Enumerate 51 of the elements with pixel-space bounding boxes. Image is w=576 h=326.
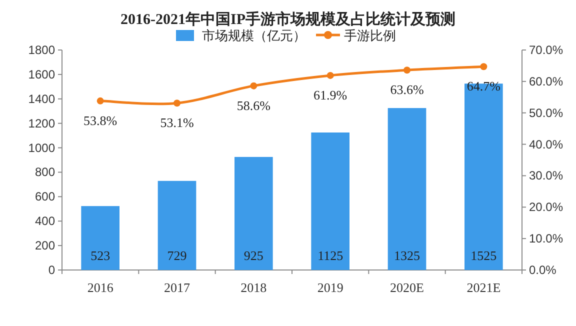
x-tick-label: 2018	[240, 280, 267, 295]
y2-tick-label: 70.0%	[529, 43, 564, 57]
data-label: 53.1%	[160, 115, 194, 130]
x-tick-label: 2021E	[466, 280, 501, 295]
data-label: 53.8%	[84, 112, 118, 128]
x-tick-label: 2017	[164, 280, 190, 295]
y2-tick-label: 50.0%	[529, 106, 564, 120]
y-tick-label: 800	[34, 165, 56, 180]
data-label: 58.6%	[236, 98, 271, 113]
x-tick-label: 2019	[317, 280, 344, 295]
y-tick-label: 200	[34, 238, 56, 253]
x-tick-label: 2020E	[390, 280, 424, 295]
y-tick-label: 1600	[28, 67, 56, 82]
y-tick-label: 1800	[28, 43, 56, 57]
y2-tick-label: 0.0%	[529, 263, 557, 277]
data-label: 1325	[394, 248, 420, 263]
y-tick-label: 1200	[28, 116, 56, 130]
bar	[158, 180, 196, 270]
y2-tick-label: 10.0%	[529, 232, 564, 246]
y-tick-label: 400	[34, 214, 56, 228]
point	[404, 66, 410, 74]
bar	[81, 206, 120, 270]
y-tick-label: 1400	[28, 92, 56, 106]
y2-tick-label: 20.0%	[529, 200, 564, 214]
data-label: 63.6%	[390, 82, 424, 98]
legend-label: 市场规模（亿元）	[202, 28, 306, 43]
point	[250, 82, 258, 90]
y2-tick-label: 30.0%	[529, 168, 564, 183]
y2-tick-label: 60.0%	[529, 74, 564, 88]
y-tick-label: 0	[48, 263, 56, 277]
data-label: 1125	[318, 248, 344, 263]
y-tick-label: 1000	[28, 140, 56, 155]
y-tick-label: 600	[34, 190, 56, 204]
data-label: 1525	[470, 248, 497, 263]
bar	[311, 132, 350, 270]
point	[326, 72, 334, 79]
bar	[464, 84, 503, 270]
point	[96, 97, 104, 104]
legend-label: 手游比例	[344, 28, 396, 43]
bar	[234, 156, 273, 270]
data-label: 925	[244, 248, 264, 263]
data-label: 729	[167, 248, 187, 263]
x-tick-label: 2016	[87, 280, 114, 295]
bar	[388, 108, 426, 270]
data-label: 523	[90, 248, 110, 263]
data-label: 61.9%	[314, 87, 348, 102]
point	[480, 63, 488, 70]
point	[174, 100, 180, 107]
y2-tick-label: 40.0%	[529, 137, 564, 152]
data-label: 64.7%	[466, 78, 501, 94]
chart-title: 2016-2021年中国IP手游市场规模及占比统计及预测	[120, 10, 456, 28]
